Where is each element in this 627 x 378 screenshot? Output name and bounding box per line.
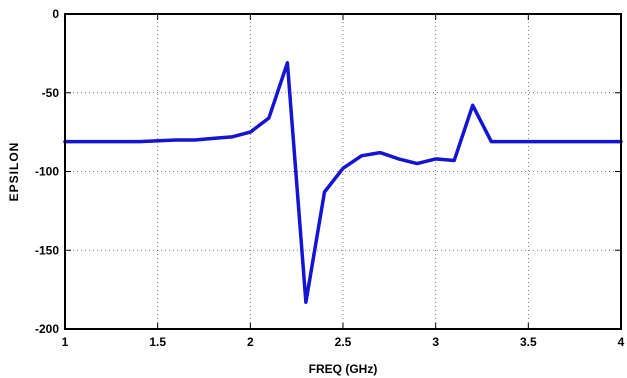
x-tick-label: 3.5 — [520, 335, 537, 349]
y-tick-label: -150 — [35, 243, 59, 257]
y-tick-labels: 0 -50 -100 -150 -200 — [35, 7, 59, 336]
tick-marks — [64, 13, 622, 330]
x-tick-label: 1 — [62, 335, 69, 349]
x-axis-title: FREQ (GHz) — [309, 362, 378, 376]
y-tick-label: -200 — [35, 322, 59, 336]
x-tick-label: 2 — [247, 335, 254, 349]
x-tick-labels: 1 1.5 2 2.5 3 3.5 4 — [62, 335, 625, 349]
series-group — [63, 61, 623, 304]
y-tick-label: -50 — [42, 86, 60, 100]
x-tick-label: 3 — [432, 335, 439, 349]
x-tick-label: 4 — [618, 335, 625, 349]
y-tick-label: 0 — [52, 7, 59, 21]
grid-lines — [65, 14, 621, 329]
x-tick-label: 2.5 — [335, 335, 352, 349]
y-axis-title: EPSILON — [7, 142, 21, 202]
series-line — [63, 61, 623, 304]
y-tick-label: -100 — [35, 165, 59, 179]
x-tick-label: 1.5 — [149, 335, 166, 349]
